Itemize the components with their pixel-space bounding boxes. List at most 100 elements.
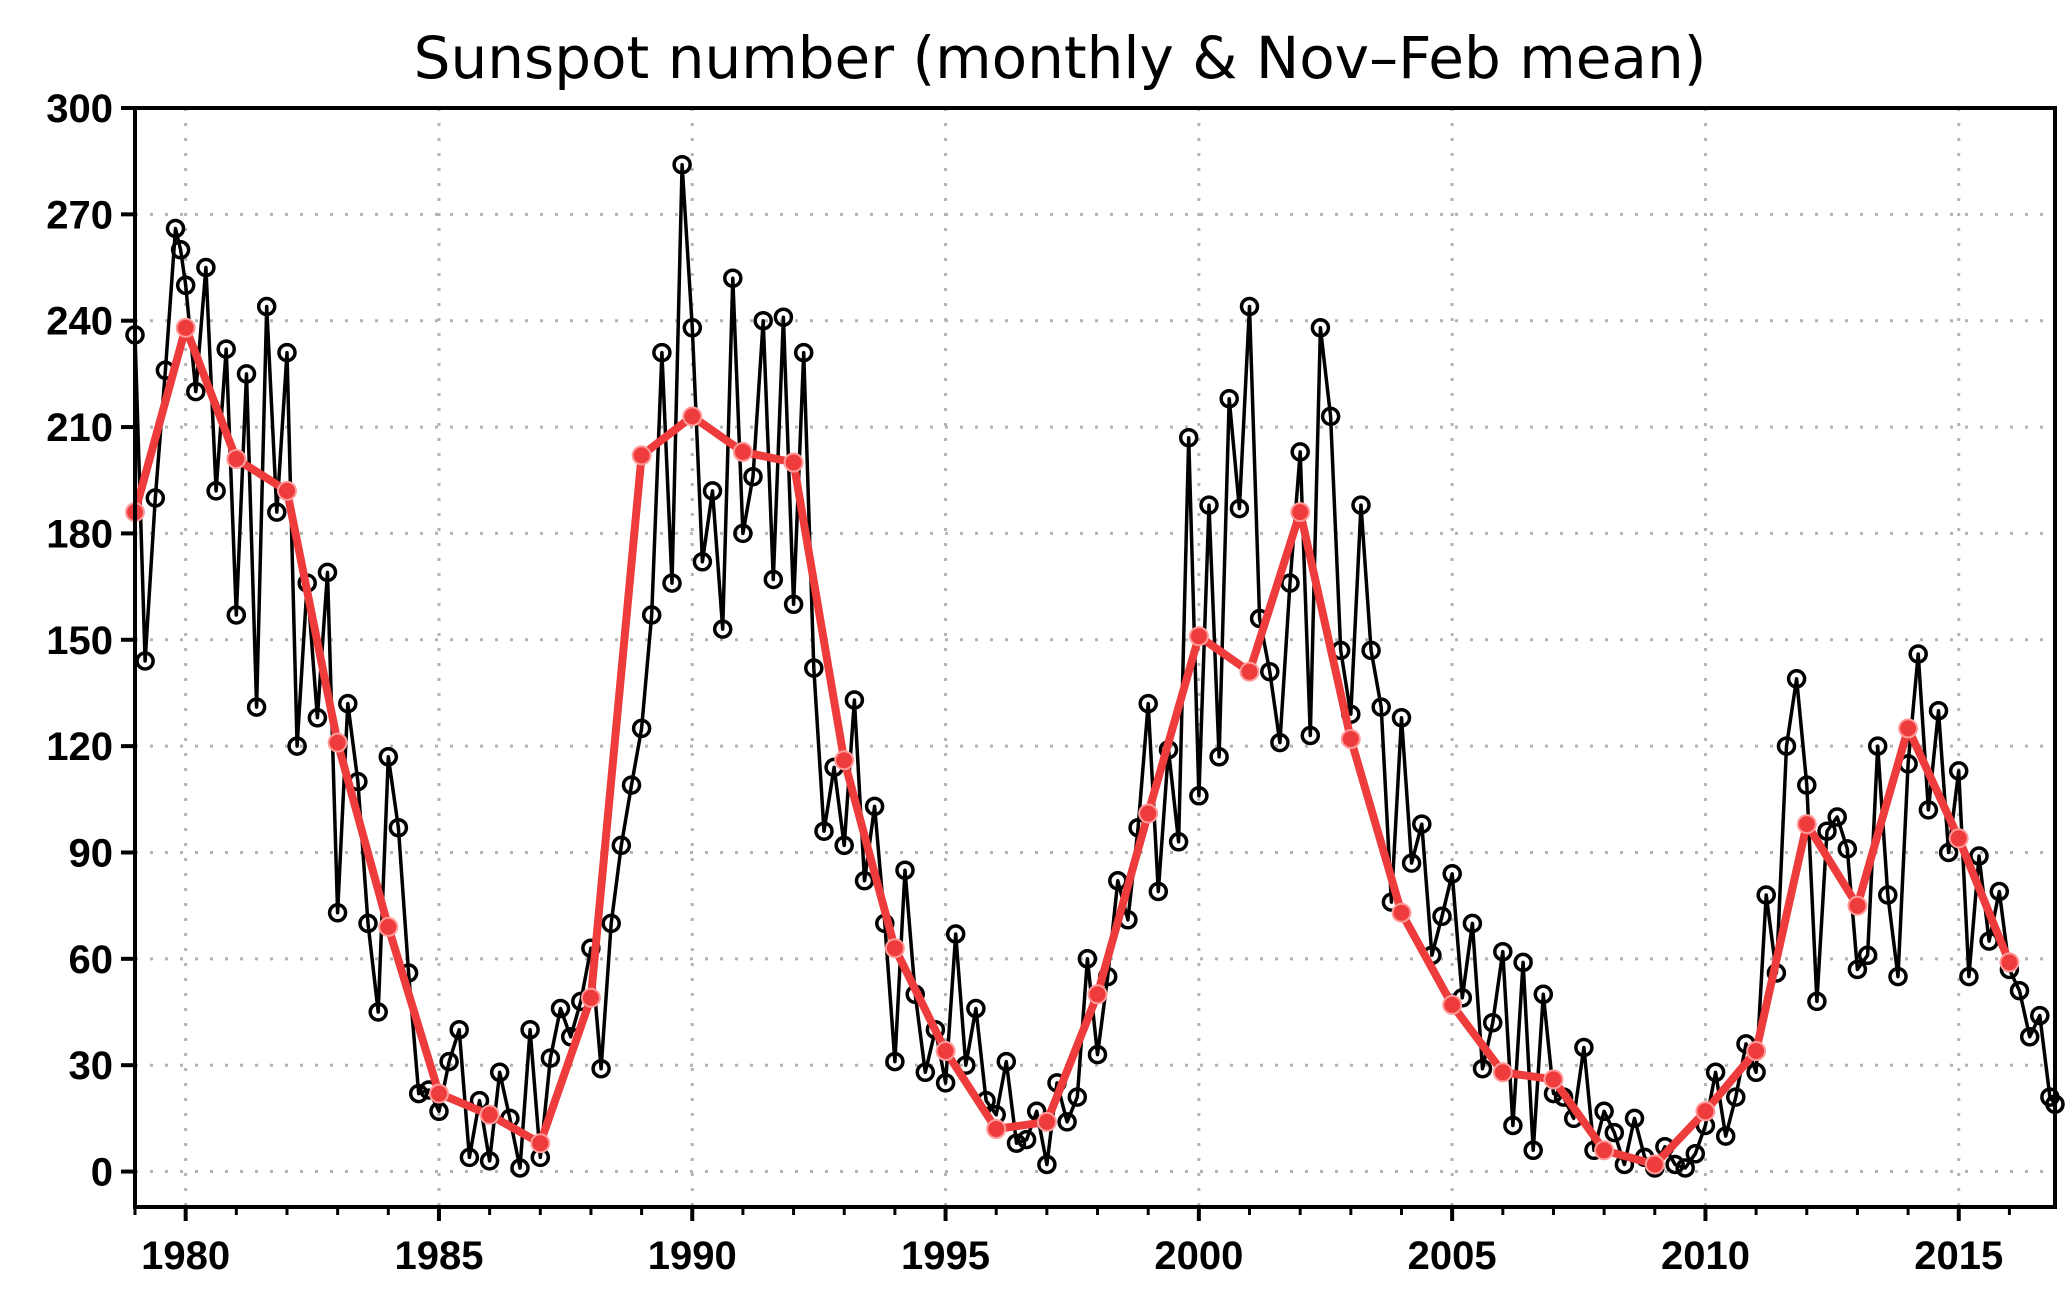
monthly-point bbox=[1412, 814, 1432, 834]
monthly-point bbox=[1624, 1108, 1645, 1129]
axis-ticks bbox=[121, 106, 2011, 1221]
monthly-point bbox=[1178, 427, 1199, 448]
y-tick-label: 270 bbox=[46, 193, 113, 237]
mean-point bbox=[783, 452, 804, 473]
monthly-point bbox=[459, 1147, 480, 1168]
monthly-point bbox=[1270, 732, 1290, 753]
monthly-point bbox=[277, 342, 297, 363]
monthly-point bbox=[621, 775, 642, 795]
mean-point bbox=[327, 732, 348, 753]
monthly-point bbox=[1665, 1154, 1685, 1175]
monthly-point bbox=[1523, 1140, 1543, 1161]
monthly-point bbox=[196, 257, 216, 278]
monthly-point bbox=[854, 871, 875, 891]
mean-point bbox=[429, 1083, 449, 1104]
mean-point bbox=[1746, 1041, 1767, 1061]
monthly-point bbox=[2019, 1027, 2040, 1047]
monthly-point bbox=[186, 381, 206, 402]
monthly-point bbox=[1493, 941, 1513, 962]
monthly-point bbox=[652, 342, 672, 363]
monthly-point bbox=[1391, 708, 1412, 728]
monthly-point bbox=[287, 736, 307, 756]
mean-point bbox=[479, 1104, 500, 1125]
monthly-point bbox=[591, 1058, 611, 1079]
x-tick-label: 1980 bbox=[141, 1234, 230, 1278]
monthly-point bbox=[935, 1073, 956, 1093]
monthly-point bbox=[1726, 1087, 1746, 1107]
chart-title: Sunspot number (monthly & Nov–Feb mean) bbox=[414, 24, 1707, 92]
x-tick-label: 1990 bbox=[648, 1234, 737, 1278]
y-axis-tick-labels: 0 30 60 90 120 150 180 210 240 270 300 bbox=[46, 87, 113, 1195]
monthly-point bbox=[611, 835, 632, 856]
monthly-point bbox=[641, 605, 662, 625]
monthly-point bbox=[510, 1158, 530, 1178]
mean-point bbox=[1138, 803, 1159, 824]
monthly-point bbox=[885, 1051, 905, 1072]
monthly-point bbox=[1138, 693, 1158, 714]
monthly-point bbox=[1280, 573, 1300, 593]
monthly-point bbox=[1948, 761, 1969, 781]
monthly-point bbox=[388, 817, 409, 838]
monthly-point bbox=[1006, 1133, 1027, 1153]
mean-point bbox=[1036, 1111, 1057, 1132]
mean-point bbox=[631, 445, 652, 466]
monthly-point bbox=[1817, 821, 1837, 841]
monthly-point bbox=[1401, 853, 1422, 873]
monthly-point bbox=[550, 998, 571, 1019]
monthly-point bbox=[1756, 885, 1776, 905]
monthly-point bbox=[1847, 959, 1868, 980]
monthly-point bbox=[1837, 839, 1858, 859]
monthly-point bbox=[1533, 984, 1554, 1005]
monthly-point bbox=[2009, 980, 2030, 1001]
monthly-point bbox=[712, 619, 733, 639]
monthly-point bbox=[1189, 786, 1209, 806]
monthly-point bbox=[338, 693, 358, 714]
monthly-point bbox=[1168, 832, 1189, 852]
monthly-point bbox=[793, 342, 814, 363]
monthly-point bbox=[170, 240, 191, 260]
monthly-point bbox=[540, 1048, 561, 1068]
monthly-point bbox=[966, 998, 986, 1019]
monthly-point bbox=[723, 268, 743, 288]
monthly-point bbox=[2030, 1005, 2050, 1026]
monthly-point bbox=[1432, 906, 1452, 927]
monthly-point bbox=[1503, 1115, 1523, 1136]
mean-point bbox=[1847, 895, 1868, 916]
monthly-point bbox=[1959, 966, 1979, 987]
y-tick-label: 0 bbox=[91, 1151, 113, 1195]
monthly-point bbox=[804, 658, 824, 678]
monthly-point bbox=[1320, 406, 1341, 427]
monthly-point bbox=[1878, 885, 1898, 905]
monthly-point bbox=[1604, 1122, 1625, 1143]
x-tick-label: 2000 bbox=[1154, 1234, 1243, 1278]
y-tick-label: 60 bbox=[69, 938, 114, 982]
monthly-point bbox=[1867, 736, 1888, 756]
monthly-point bbox=[1786, 669, 1807, 689]
monthly-point bbox=[246, 697, 267, 717]
monthly-point bbox=[692, 552, 713, 572]
monthly-point bbox=[1442, 864, 1462, 884]
mean-point bbox=[1999, 952, 2020, 973]
monthly-point bbox=[733, 523, 753, 544]
mean-point bbox=[1492, 1062, 1513, 1083]
monthly-point bbox=[216, 339, 236, 359]
mean-point bbox=[1948, 828, 1969, 849]
monthly-point bbox=[1888, 966, 1908, 987]
monthly-point bbox=[682, 318, 703, 338]
monthly-point bbox=[1219, 388, 1239, 409]
mean-point bbox=[1695, 1101, 1716, 1122]
monthly-point bbox=[1087, 1044, 1108, 1065]
monthly-point bbox=[1918, 800, 1939, 820]
mean-point bbox=[1188, 626, 1209, 647]
monthly-point bbox=[1594, 1101, 1614, 1122]
x-axis-tick-labels: 1980 1985 1990 1995 2000 2005 2010 2015 bbox=[141, 1234, 2003, 1278]
y-tick-label: 210 bbox=[46, 406, 113, 450]
mean-point bbox=[986, 1119, 1007, 1139]
monthly-point bbox=[145, 488, 166, 508]
monthly-point bbox=[175, 275, 196, 296]
mean-point bbox=[1391, 902, 1412, 923]
monthly-point bbox=[1513, 952, 1533, 973]
monthly-point bbox=[317, 562, 338, 583]
y-tick-label: 150 bbox=[46, 619, 113, 663]
